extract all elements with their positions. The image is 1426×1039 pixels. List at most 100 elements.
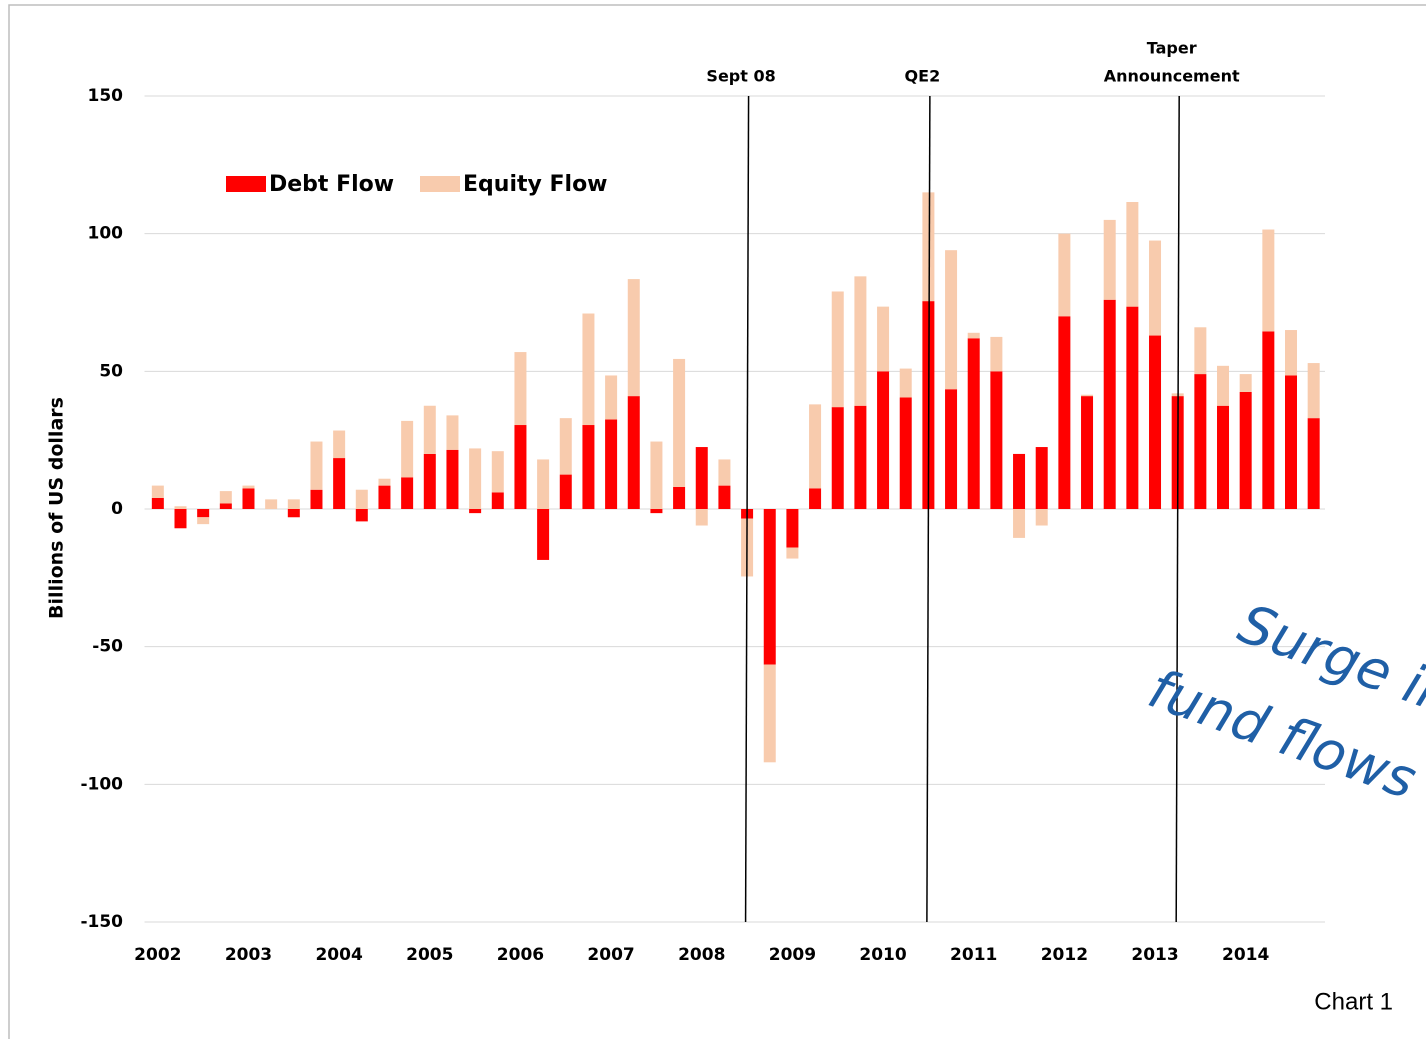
bar-segment <box>1194 327 1207 375</box>
bar-segment <box>1217 365 1230 406</box>
bar-segment <box>990 336 1003 372</box>
bar-segment <box>333 458 346 509</box>
bar-segment <box>786 547 799 559</box>
bar-segment <box>559 418 572 475</box>
bar-segment <box>491 492 504 509</box>
bar-segment <box>1126 306 1139 509</box>
bar-segment <box>673 486 686 509</box>
bar-segment <box>151 497 164 509</box>
bar-segment <box>1262 229 1275 332</box>
bar-segment <box>877 371 890 509</box>
bar-segment <box>287 499 300 509</box>
bar-segment <box>673 358 686 487</box>
y-tick-label: -100 <box>80 774 123 794</box>
event-label: Taper <box>1147 39 1197 58</box>
bar-segment <box>1307 418 1320 509</box>
bar-segment <box>1103 219 1116 300</box>
bar-segment <box>423 405 436 454</box>
bar-segment <box>355 509 368 522</box>
y-tick-label: -150 <box>80 912 123 932</box>
bar-segment <box>446 415 459 450</box>
bar-segment <box>333 430 346 459</box>
bar-segment <box>695 509 708 526</box>
bar-segment <box>1013 453 1026 509</box>
bar-segment <box>1035 447 1048 509</box>
legend-label: Equity Flow <box>463 172 608 197</box>
x-tick-label: 2002 <box>134 945 181 965</box>
bar-segment <box>537 509 550 560</box>
bar-segment <box>1103 299 1116 509</box>
bar-segment <box>1217 405 1230 509</box>
bar-segment <box>945 250 958 390</box>
bar-segment <box>174 509 187 529</box>
bar-segment <box>899 397 912 509</box>
bar-segment <box>219 491 232 504</box>
bar-segment <box>1239 374 1252 392</box>
frame <box>8 4 1426 1039</box>
bar-segment <box>1126 202 1139 307</box>
bar-segment <box>378 478 391 486</box>
bar-segment <box>310 489 323 509</box>
bar-segment <box>695 447 708 509</box>
event-label: QE2 <box>905 67 941 86</box>
bar-segment <box>605 375 618 420</box>
x-tick-label: 2008 <box>678 945 725 965</box>
legend-swatch <box>420 176 460 192</box>
bar-segment <box>537 459 550 509</box>
x-tick-label: 2013 <box>1131 945 1178 965</box>
bar-segment <box>854 276 867 406</box>
bar-segment <box>401 420 414 478</box>
bar-segment <box>1194 374 1207 509</box>
bar-segment <box>831 291 844 408</box>
bar-segment <box>287 509 300 518</box>
x-tick-label: 2011 <box>950 945 997 965</box>
bar-segment <box>1081 394 1094 397</box>
event-label: Sept 08 <box>706 67 775 86</box>
y-tick-label: 150 <box>88 86 124 106</box>
bar-segment <box>1149 240 1162 336</box>
bar-segment <box>1239 391 1252 509</box>
x-tick-label: 2004 <box>315 945 362 965</box>
bar-segment <box>1058 233 1071 317</box>
bar-segment <box>831 407 844 509</box>
bar-segment <box>355 489 368 509</box>
x-tick-label: 2007 <box>587 945 634 965</box>
bar-segment <box>310 441 323 490</box>
bar-segment <box>627 396 640 509</box>
event-line <box>1175 95 1180 923</box>
bar-segment <box>582 425 595 509</box>
x-tick-label: 2005 <box>406 945 453 965</box>
event-line <box>926 95 931 923</box>
bar-segment <box>1262 331 1275 509</box>
bar-segment <box>242 488 255 509</box>
bar-segment <box>899 368 912 398</box>
bar-segment <box>401 477 414 509</box>
x-tick-label: 2014 <box>1222 945 1269 965</box>
legend-swatch <box>226 176 266 192</box>
bar-segment <box>854 405 867 509</box>
y-tick-label: 50 <box>99 361 123 381</box>
bar-segment <box>446 449 459 509</box>
bar-segment <box>197 517 210 525</box>
bar-segment <box>469 448 482 509</box>
bar-segment <box>582 313 595 426</box>
bar-segment <box>786 509 799 548</box>
bar-segment <box>197 509 210 518</box>
y-tick-label: 100 <box>88 224 124 244</box>
legend-label: Debt Flow <box>269 172 394 197</box>
bar-segment <box>605 419 618 509</box>
bar-segment <box>945 389 958 509</box>
bar-segment <box>378 485 391 509</box>
bar-segment <box>763 509 776 665</box>
bar-segment <box>1081 396 1094 509</box>
bar-segment <box>514 425 527 509</box>
bar-segment <box>627 279 640 397</box>
bar-segment <box>1285 375 1298 509</box>
bar-segment <box>877 306 890 372</box>
bar-segment <box>1307 363 1320 419</box>
x-tick-label: 2006 <box>497 945 544 965</box>
bar-segment <box>650 441 663 509</box>
bar-segment <box>423 453 436 509</box>
bar-segment <box>242 485 255 489</box>
